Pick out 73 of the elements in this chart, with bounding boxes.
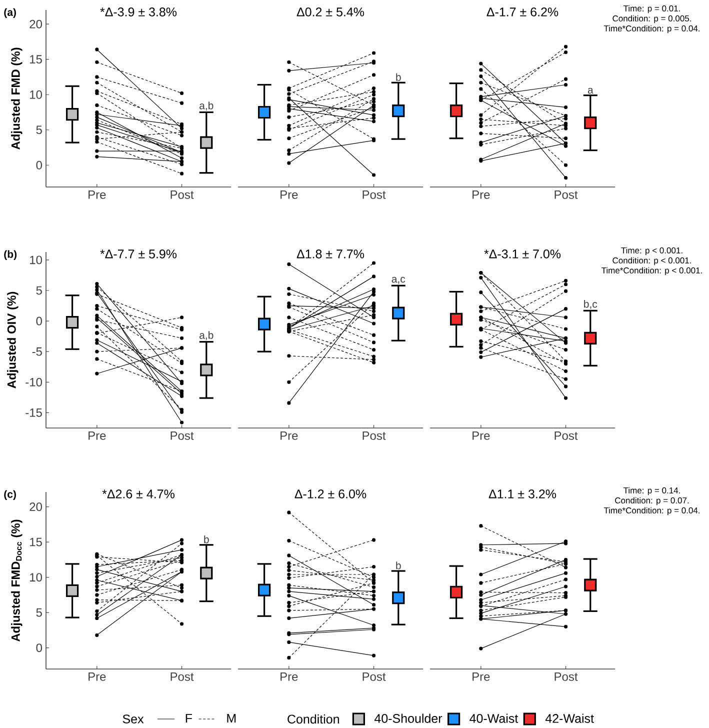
annotation: Time*Condition: p < 0.001. (602, 267, 702, 276)
y-tick-label: -5 (32, 347, 42, 356)
annotation: Condition: p < 0.001. (612, 257, 691, 266)
text: (a) (4, 8, 16, 18)
y-tick-label: 15 (30, 538, 42, 546)
chart-title: *Δ-7.7 ± 5.9% (100, 250, 177, 258)
y-tick-label: 5 (36, 608, 42, 617)
y-tick-label: 5 (36, 286, 42, 295)
legend-label: F (186, 714, 192, 723)
x-tick-label: Post (362, 432, 386, 440)
y-tick-label: 5 (36, 126, 42, 134)
y-axis-title: Adjusted FMD$_{Docc}$ (%) (11, 520, 22, 642)
legend-label: 40-Waist (470, 714, 518, 723)
y-tick-label: 10 (30, 256, 42, 264)
text: Time: p = 0.14. (623, 487, 680, 496)
x-tick-label: Pre (472, 672, 490, 681)
text: 40-Shoulder (374, 714, 442, 723)
data-label: a (588, 88, 594, 94)
data-label: b (396, 562, 401, 570)
x-tick-label: Post (554, 190, 578, 199)
data-label: a,c (392, 276, 406, 284)
chart-title: Δ-1.7 ± 6.2% (486, 8, 558, 16)
x-tick-label: Pre (472, 432, 490, 440)
y-tick-label: 20 (30, 502, 42, 512)
chart-title: *Δ-3.1 ± 7.0% (484, 250, 561, 258)
chart-title: Δ1.8 ± 7.7% (296, 250, 364, 258)
text: (b) (4, 250, 17, 260)
x-tick-label: Post (362, 672, 386, 681)
data-label: a,b (200, 331, 214, 340)
chart-title: Δ1.1 ± 3.2% (488, 490, 556, 498)
y-tick-label: 0 (36, 160, 42, 170)
y-tick-label: -10 (26, 378, 42, 386)
annotation: Time*Condition: p = 0.04. (604, 507, 700, 516)
y-tick-label: 0 (36, 644, 42, 652)
x-tick-label: Post (170, 672, 194, 681)
data-label: b (204, 535, 209, 544)
y-tick-label: 10 (30, 90, 42, 99)
x-tick-label: Pre (280, 432, 298, 440)
y-tick-label: -15 (26, 408, 42, 417)
text: Condition: p = 0.005. (612, 15, 691, 24)
y-tick-label: 15 (30, 55, 42, 64)
y-tick-label: 10 (30, 573, 42, 582)
chart-title: Δ0.2 ± 5.4% (296, 8, 364, 16)
chart-title: *Δ-3.9 ± 3.8% (100, 8, 177, 16)
legend-title: Condition (288, 714, 339, 724)
x-tick-label: Post (362, 190, 386, 199)
chart-title: *Δ2.6 ± 4.7% (102, 490, 174, 498)
data-label: b,c (584, 300, 598, 309)
text: Time: p = 0.01. (623, 5, 680, 14)
x-tick-label: Pre (280, 190, 298, 199)
x-tick-label: Pre (472, 190, 490, 199)
text: Condition: p = 0.07. (615, 497, 689, 506)
x-tick-label: Pre (88, 672, 106, 681)
x-tick-label: Post (170, 432, 194, 440)
x-tick-label: Pre (88, 432, 106, 440)
data-label: b (396, 73, 401, 81)
y-tick-label: 20 (30, 20, 42, 28)
x-tick-label: Post (170, 190, 194, 199)
chart-title: Δ-1.2 ± 6.0% (294, 490, 366, 498)
x-tick-label: Pre (280, 672, 298, 681)
legend-label: M (227, 714, 236, 723)
legend-title: Sex (122, 714, 144, 724)
x-tick-label: Pre (88, 190, 106, 199)
data-label: a,b (200, 102, 214, 111)
x-tick-label: Post (554, 672, 578, 681)
y-tick-label: 0 (36, 316, 42, 326)
text: Time: p < 0.001. (621, 247, 682, 256)
x-tick-label: Post (554, 432, 578, 440)
annotation: Time*Condition: p = 0.04. (604, 25, 700, 34)
text: 42-Waist (545, 714, 594, 723)
y-axis-title: Adjusted FMD (%) (11, 48, 22, 150)
y-axis-title: Adjusted OIV (%) (7, 292, 18, 388)
text: (c) (4, 490, 16, 500)
